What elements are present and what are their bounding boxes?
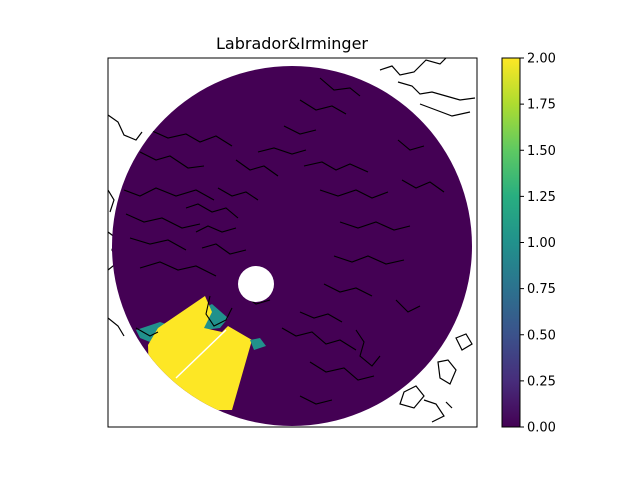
colorbar-tick-label: 1.75 — [527, 98, 556, 113]
colorbar-tick-label: 2.00 — [527, 52, 556, 67]
colorbar-tick-label: 0.75 — [527, 282, 556, 297]
region-shelf-margin-south — [250, 338, 266, 350]
polar-hole — [238, 266, 274, 302]
chart-title: Labrador&Irminger — [216, 34, 368, 53]
map-frame — [107, 57, 478, 428]
colorbar-tick-label: 0.50 — [527, 328, 556, 343]
colorbar-gradient — [502, 58, 520, 427]
region-labrador-irminger — [148, 296, 252, 410]
colorbar-tick-label: 0.00 — [527, 421, 556, 436]
colorbar-tick-label: 0.25 — [527, 374, 556, 389]
colorbar-tick-label: 1.50 — [527, 144, 556, 159]
inner-coastlines — [123, 77, 445, 405]
colorbar-tick-label: 1.25 — [527, 190, 556, 205]
map-axes — [107, 57, 478, 428]
colorbar: 0.00 0.25 0.50 0.75 1.00 1.25 1.50 1.75 2.00 — [501, 52, 556, 436]
colorbar-tick-label: 1.00 — [527, 236, 556, 251]
